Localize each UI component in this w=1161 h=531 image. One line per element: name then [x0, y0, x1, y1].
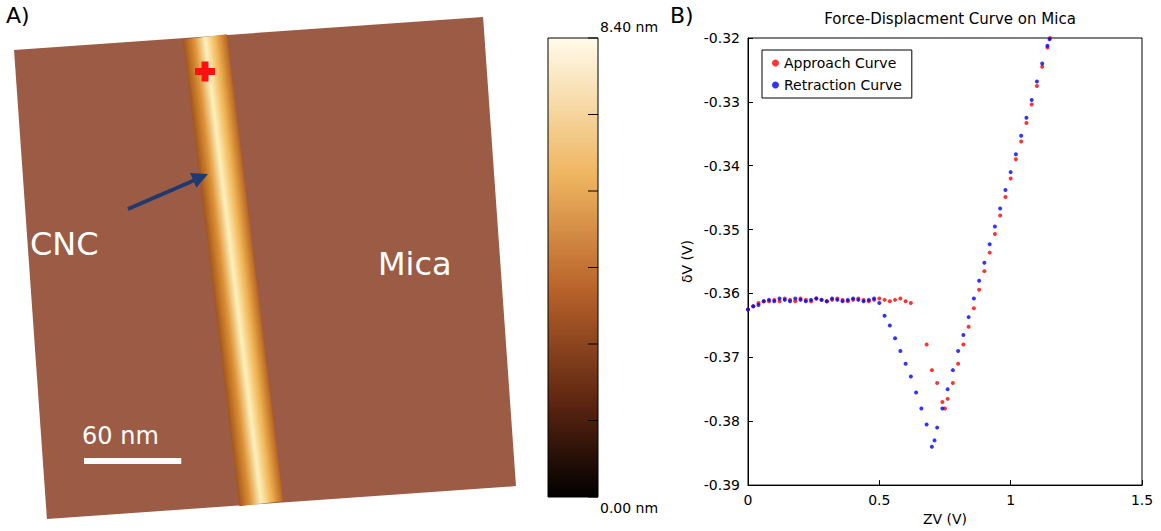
- svg-text:-0.33: -0.33: [704, 94, 740, 110]
- svg-text:8.40 nm: 8.40 nm: [600, 19, 658, 35]
- svg-text:60 nm: 60 nm: [82, 422, 159, 450]
- svg-text:1: 1: [1006, 492, 1015, 508]
- svg-text:1.5: 1.5: [1131, 492, 1153, 508]
- svg-text:A): A): [6, 3, 30, 28]
- svg-text:Force-Displacment Curve on Mic: Force-Displacment Curve on Mica: [824, 10, 1076, 28]
- svg-text:-0.32: -0.32: [704, 30, 740, 46]
- svg-text:-0.36: -0.36: [704, 285, 740, 301]
- svg-text:ZV (V): ZV (V): [923, 511, 967, 527]
- svg-text:CNC: CNC: [30, 225, 99, 263]
- svg-text:Mica: Mica: [378, 245, 452, 283]
- svg-text:-0.34: -0.34: [704, 158, 740, 174]
- svg-text:B): B): [670, 3, 694, 28]
- svg-text:Approach Curve: Approach Curve: [784, 55, 896, 71]
- svg-text:0.00 nm: 0.00 nm: [600, 500, 658, 516]
- svg-text:0.5: 0.5: [868, 492, 890, 508]
- svg-text:δV (V): δV (V): [679, 240, 695, 283]
- svg-text:-0.35: -0.35: [704, 222, 740, 238]
- svg-text:-0.37: -0.37: [704, 349, 740, 365]
- svg-text:-0.38: -0.38: [704, 413, 740, 429]
- svg-text:Retraction Curve: Retraction Curve: [784, 77, 902, 93]
- svg-text:-0.39: -0.39: [704, 477, 740, 493]
- svg-text:0: 0: [744, 492, 753, 508]
